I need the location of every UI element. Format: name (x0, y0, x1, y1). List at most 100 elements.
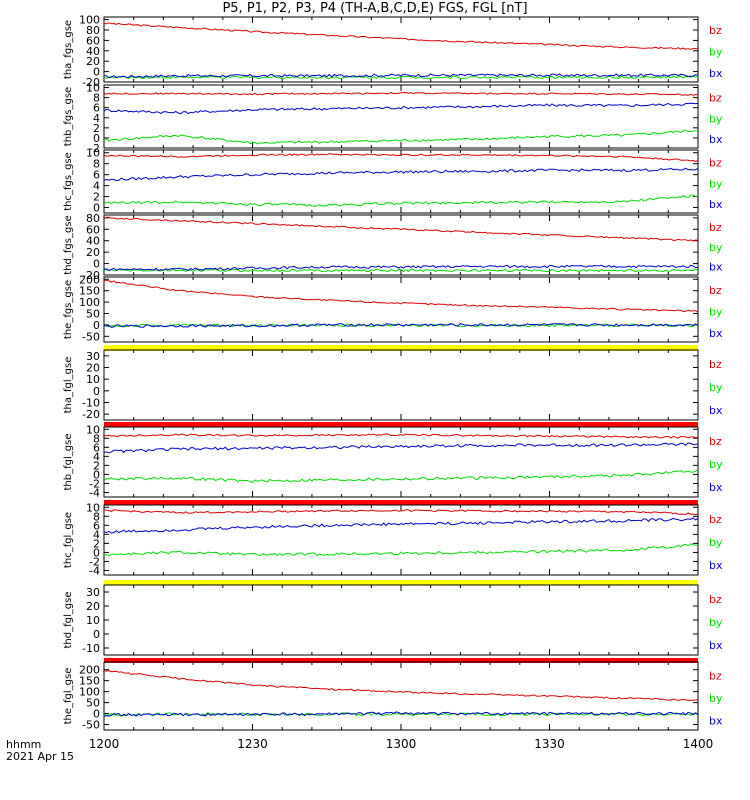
series-bz-thd_fgs_gse (103, 216, 699, 242)
panel-frame-tha_fgs_gse (103, 16, 699, 83)
ytick-label-thc_fgl_gse: 0 (93, 546, 100, 559)
plot-title: P5, P1, P2, P3, P4 (TH-A,B,C,D,E) FGS, F… (222, 1, 528, 16)
panel-frame-the_fgs_gse (103, 276, 699, 343)
ytick-label-the_fgl_gse: 150 (79, 675, 100, 688)
legend-bz-thd_fgs_gse: bz (709, 221, 722, 234)
xaxis-tick-label: 1300 (386, 737, 417, 751)
ytick-label-tha_fgs_gse: 0 (93, 66, 100, 79)
legend-bz-tha_fgs_gse: bz (709, 24, 722, 37)
legend-bz-the_fgl_gse: bz (709, 670, 722, 683)
series-bz-thc_fgs_gse (103, 153, 699, 162)
xaxis-tick-label: 1230 (237, 737, 268, 751)
ytick-label-tha_fgl_gse: 30 (86, 350, 100, 363)
ytick-label-thc_fgs_gse: 4 (93, 180, 100, 193)
ytick-label-tha_fgs_gse: 40 (86, 45, 100, 58)
series-by-tha_fgs_gse (103, 75, 699, 80)
ytick-label-the_fgl_gse: 100 (79, 686, 100, 699)
legend-by-thb_fgs_gse: by (709, 112, 723, 125)
legend-by-thc_fgl_gse: by (709, 536, 723, 549)
legend-by-thb_fgl_gse: by (709, 458, 723, 471)
ytick-label-thb_fgs_gse: 6 (93, 102, 100, 115)
ytick-label-tha_fgl_gse: 20 (86, 362, 100, 375)
ytick-label-thb_fgs_gse: 2 (93, 122, 100, 135)
legend-by-thd_fgs_gse: by (709, 241, 723, 254)
quality-strip-the (104, 658, 698, 663)
ytick-label-thb_fgs_gse: 4 (93, 112, 100, 125)
series-by-thb_fgl_gse (103, 469, 699, 483)
footer-time-label: hhmm (6, 738, 42, 751)
legend-by-tha_fgs_gse: by (709, 45, 723, 58)
series-by-thb_fgs_gse (103, 129, 699, 145)
ytick-label-thb_fgl_gse: 4 (93, 450, 100, 463)
legend-by-thc_fgs_gse: by (709, 177, 723, 190)
series-bx-tha_fgs_gse (103, 73, 699, 79)
legend-bx-the_fgs_gse: bx (709, 327, 723, 340)
legend-bz-thb_fgl_gse: bz (709, 435, 722, 448)
quality-strip-thc (104, 500, 698, 505)
ytick-label-thd_fgs_gse: 80 (86, 212, 100, 225)
ytick-label-thb_fgl_gse: 8 (93, 432, 100, 445)
legend-bx-tha_fgl_gse: bx (709, 404, 723, 417)
ytick-label-the_fgs_gse: 150 (79, 285, 100, 298)
ylabel-thb_fgl_gse: thb_fgl_gse (63, 434, 74, 491)
series-bz-tha_fgs_gse (103, 22, 699, 50)
ytick-label-the_fgs_gse: -50 (82, 330, 100, 343)
ytick-label-thd_fgs_gse: 0 (93, 258, 100, 271)
ytick-label-thb_fgs_gse: 0 (93, 132, 100, 145)
quality-strip-thb (104, 422, 698, 427)
ytick-label-thb_fgl_gse: 10 (86, 423, 100, 436)
ytick-label-thd_fgl_gse: 20 (86, 600, 100, 613)
ytick-label-thb_fgl_gse: 0 (93, 468, 100, 481)
ytick-label-tha_fgl_gse: -20 (82, 408, 100, 421)
series-bx-thc_fgl_gse (103, 517, 699, 534)
legend-bx-thd_fgs_gse: bx (709, 261, 723, 274)
ytick-label-thb_fgl_gse: -4 (89, 486, 100, 499)
ytick-label-thd_fgl_gse: 0 (93, 628, 100, 641)
panel-frame-thb_fgl_gse (103, 426, 699, 498)
legend-by-tha_fgl_gse: by (709, 381, 723, 394)
ytick-label-thc_fgl_gse: 8 (93, 510, 100, 523)
ytick-label-thb_fgl_gse: 2 (93, 459, 100, 472)
legend-bx-the_fgl_gse: bx (709, 714, 723, 727)
ytick-label-tha_fgl_gse: -10 (82, 397, 100, 410)
series-bx-thb_fgs_gse (103, 102, 699, 115)
ytick-label-thc_fgs_gse: 10 (86, 147, 100, 160)
legend-bz-thd_fgl_gse: bz (709, 593, 722, 606)
ytick-label-tha_fgs_gse: 20 (86, 55, 100, 68)
ylabel-thb_fgs_gse: thb_fgs_gse (63, 87, 74, 146)
ytick-label-thd_fgl_gse: 10 (86, 614, 100, 627)
ytick-label-thb_fgl_gse: -2 (89, 477, 100, 490)
legend-bz-the_fgs_gse: bz (709, 284, 722, 297)
legend-bx-thc_fgl_gse: bx (709, 559, 723, 572)
ytick-label-the_fgl_gse: -50 (82, 719, 100, 732)
ytick-label-thb_fgs_gse: 8 (93, 92, 100, 105)
legend-by-the_fgl_gse: by (709, 692, 723, 705)
ytick-label-the_fgl_gse: 200 (79, 664, 100, 677)
series-bx-thd_fgs_gse (103, 264, 698, 272)
ytick-label-tha_fgs_gse: 100 (79, 14, 100, 27)
ytick-label-thc_fgl_gse: 4 (93, 528, 100, 541)
ylabel-tha_fgs_gse: tha_fgs_gse (63, 20, 74, 79)
ylabel-thd_fgs_gse: thd_fgs_gse (63, 215, 74, 274)
legend-bx-thc_fgs_gse: bx (709, 198, 723, 211)
quality-strip-tha (104, 345, 698, 351)
ytick-label-thc_fgs_gse: 0 (93, 202, 100, 215)
ylabel-the_fgl_gse: the_fgl_gse (63, 668, 74, 725)
ytick-label-the_fgs_gse: 200 (79, 273, 100, 286)
ytick-label-thc_fgs_gse: 6 (93, 169, 100, 182)
ytick-label-tha_fgs_gse: -20 (82, 76, 100, 89)
series-bx-thc_fgs_gse (103, 167, 699, 182)
ytick-label-thc_fgl_gse: 2 (93, 537, 100, 550)
xaxis-tick-label: 1200 (89, 737, 120, 751)
ytick-label-thd_fgs_gse: 40 (86, 235, 100, 248)
xaxis-tick-label: 1400 (683, 737, 714, 751)
legend-bz-thb_fgs_gse: bz (709, 92, 722, 105)
ytick-label-thb_fgs_gse: -2 (89, 142, 100, 155)
ylabel-thd_fgl_gse: thd_fgl_gse (63, 592, 74, 649)
legend-by-thd_fgl_gse: by (709, 616, 723, 629)
series-by-thd_fgs_gse (103, 268, 699, 273)
ytick-label-tha_fgl_gse: 10 (86, 373, 100, 386)
ytick-label-thb_fgl_gse: 6 (93, 441, 100, 454)
ytick-label-thc_fgs_gse: 2 (93, 191, 100, 204)
